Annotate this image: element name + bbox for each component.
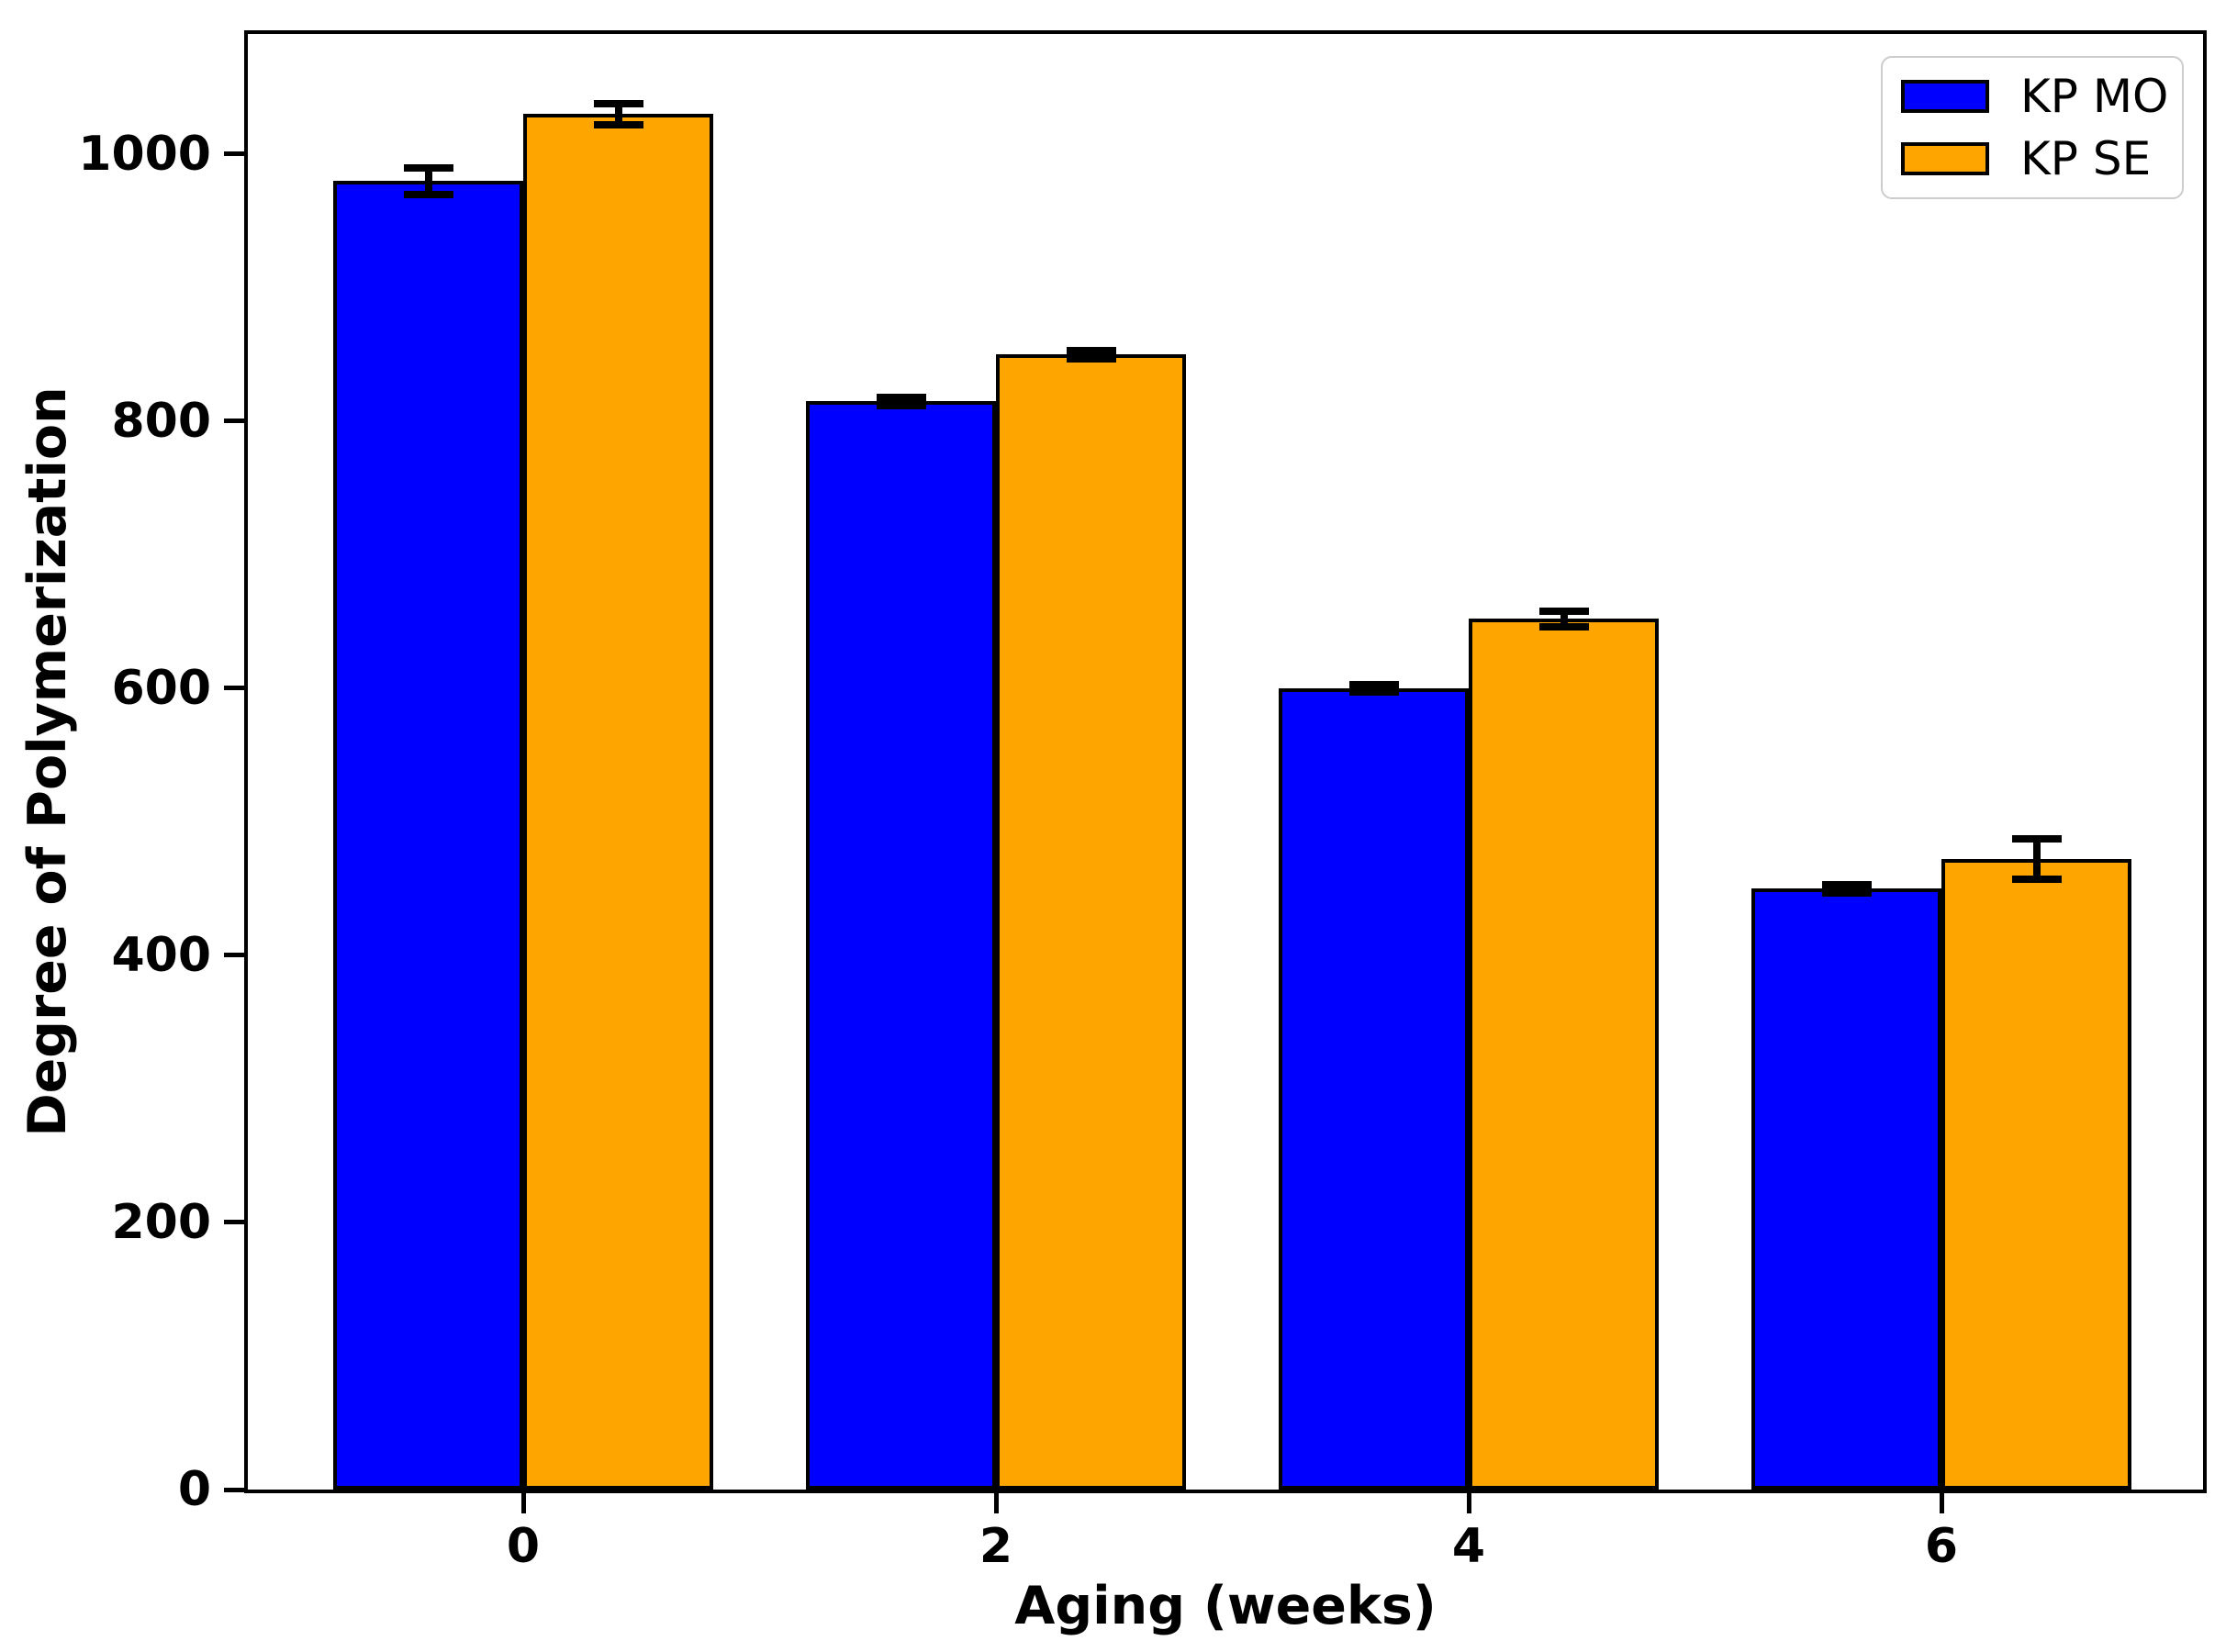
- error-bar-cap: [1821, 888, 1872, 897]
- y-tick-label: 200: [111, 1194, 211, 1250]
- error-bar-cap: [2011, 835, 2062, 843]
- legend-swatch-kp-mo-icon: [1901, 80, 1989, 113]
- x-tick-label: 6: [1924, 1519, 1959, 1574]
- error-bar-cap: [1066, 354, 1116, 363]
- y-tick-label: 600: [111, 660, 211, 716]
- plot-area: KP MO KP SE 0 200 400 600 800 1000 0 2 4 6: [78, 30, 2207, 1572]
- y-tick-label: 400: [111, 927, 211, 983]
- error-bar-cap: [593, 120, 643, 128]
- legend-item: KP SE: [1901, 134, 2164, 184]
- error-bar-cap: [1538, 623, 1589, 631]
- error-bar: [1087, 350, 1095, 359]
- error-bar-cap: [1066, 346, 1116, 354]
- y-tick-label: 1000: [78, 126, 211, 182]
- x-tick-label: 4: [1451, 1519, 1486, 1574]
- y-tick-mark: [224, 1487, 244, 1492]
- x-tick-mark: [1466, 1493, 1471, 1513]
- error-bar: [897, 396, 905, 406]
- y-tick-mark: [224, 686, 244, 691]
- x-axis-label: Aging (weeks): [1014, 1576, 1437, 1636]
- bar-kp-se-week-6: [1941, 859, 2131, 1490]
- error-bar: [1842, 884, 1851, 893]
- y-axis-label: Degree of Polymerization: [17, 386, 78, 1137]
- legend-label-kp-mo: KP MO: [2020, 70, 2169, 123]
- y-tick-mark: [224, 953, 244, 958]
- error-bar: [614, 103, 622, 125]
- bar-kp-mo-week-4: [1279, 687, 1469, 1490]
- x-tick-mark: [520, 1493, 526, 1513]
- legend-label-kp-se: KP SE: [2020, 132, 2152, 185]
- bar-kp-mo-week-2: [806, 401, 996, 1490]
- error-bar-cap: [403, 190, 453, 198]
- error-bar-cap: [593, 99, 643, 107]
- bar-kp-mo-week-0: [333, 181, 523, 1490]
- error-bar-cap: [1821, 880, 1872, 888]
- bar-kp-se-week-2: [996, 354, 1186, 1490]
- bar-kp-mo-week-6: [1751, 888, 1941, 1490]
- error-bar: [424, 167, 432, 195]
- error-bar-cap: [876, 393, 926, 401]
- x-tick-label: 2: [979, 1519, 1013, 1574]
- error-bar-cap: [403, 163, 453, 172]
- bar-kp-se-week-4: [1469, 619, 1659, 1490]
- error-bar: [2032, 839, 2041, 880]
- x-tick-label: 0: [506, 1519, 541, 1574]
- error-bar-cap: [1348, 680, 1399, 688]
- bar-kp-se-week-0: [523, 114, 713, 1490]
- legend: KP MO KP SE: [1881, 56, 2184, 199]
- legend-swatch-kp-se-icon: [1901, 142, 1989, 175]
- error-bar-cap: [876, 401, 926, 409]
- y-tick-mark: [224, 419, 244, 424]
- x-tick-mark: [1939, 1493, 1944, 1513]
- error-bar: [1370, 684, 1378, 693]
- error-bar-cap: [1348, 688, 1399, 697]
- error-bar-cap: [2011, 876, 2062, 884]
- legend-item: KP MO: [1901, 72, 2168, 121]
- x-tick-mark: [993, 1493, 999, 1513]
- error-bar-cap: [1538, 607, 1589, 615]
- y-tick-label: 0: [177, 1462, 211, 1517]
- y-tick-mark: [224, 151, 244, 157]
- error-bar: [1560, 610, 1568, 628]
- y-tick-mark: [224, 1220, 244, 1225]
- y-tick-label: 800: [111, 393, 211, 449]
